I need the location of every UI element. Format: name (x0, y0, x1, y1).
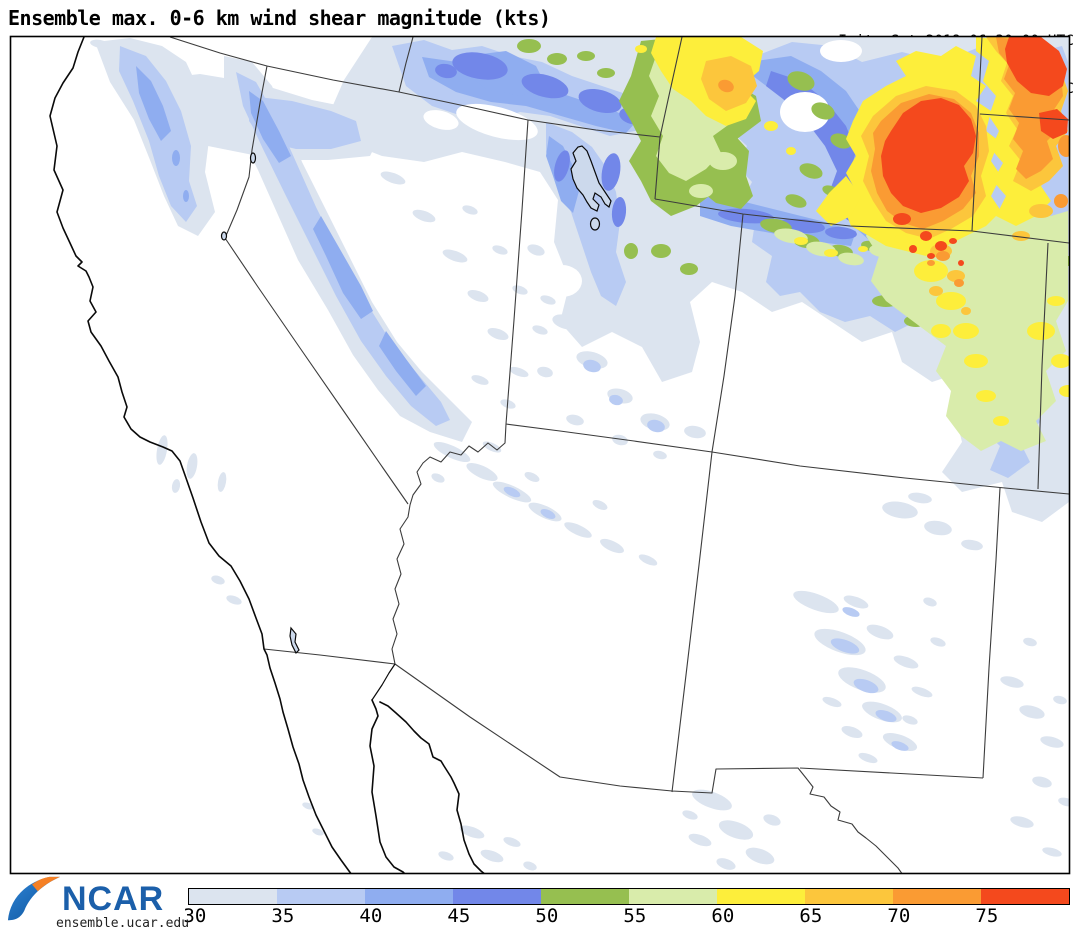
colorbar-segment (981, 889, 1069, 904)
colorbar-segment (189, 889, 277, 904)
colorbar-tick: 65 (799, 905, 823, 927)
colorbar-segment (805, 889, 893, 904)
shear-fill-75 (881, 37, 1068, 266)
colorbar-tick: 75 (975, 905, 999, 927)
colorbar-segment (453, 889, 541, 904)
colorbar-tick: 40 (359, 905, 383, 927)
colorbar-segment (365, 889, 453, 904)
colorbar-segment (277, 889, 365, 904)
colorbar-scale (188, 888, 1070, 905)
pyramid-lake (249, 152, 257, 164)
colorbar-tick: 30 (183, 905, 207, 927)
gulf-of-california-coastline (369, 699, 485, 873)
pacific-coastline (49, 37, 352, 873)
page-title: Ensemble max. 0-6 km wind shear magnitud… (8, 6, 551, 30)
state-borders (169, 37, 1069, 873)
colorbar-tick: 55 (623, 905, 647, 927)
ncar-swoosh-icon (7, 876, 60, 921)
colorbar-tick: 60 (711, 905, 735, 927)
colorbar-ticks: 30 35 40 45 50 55 60 65 70 75 (183, 905, 1080, 927)
colorbar-segment (629, 889, 717, 904)
colorbar-segment (717, 889, 805, 904)
colorbar-segment (893, 889, 981, 904)
utah-lake (589, 217, 601, 231)
ncar-website: ensemble.ucar.edu (56, 916, 190, 931)
map-frame (9, 35, 1071, 875)
ncar-logo: NCAR ensemble.ucar.edu (6, 874, 190, 934)
ncar-logo-text: NCAR (62, 880, 165, 918)
colorbar-tick: 50 (535, 905, 559, 927)
colorbar-tick: 45 (447, 905, 471, 927)
salton-sea (289, 626, 300, 655)
colorbar-tick: 70 (887, 905, 911, 927)
great-salt-lake (570, 145, 612, 212)
colorbar-segment (541, 889, 629, 904)
colorado-river (371, 663, 396, 701)
shear-fill-below30 (423, 40, 862, 297)
lake-tahoe (220, 231, 228, 241)
colorbar-tick: 35 (271, 905, 295, 927)
